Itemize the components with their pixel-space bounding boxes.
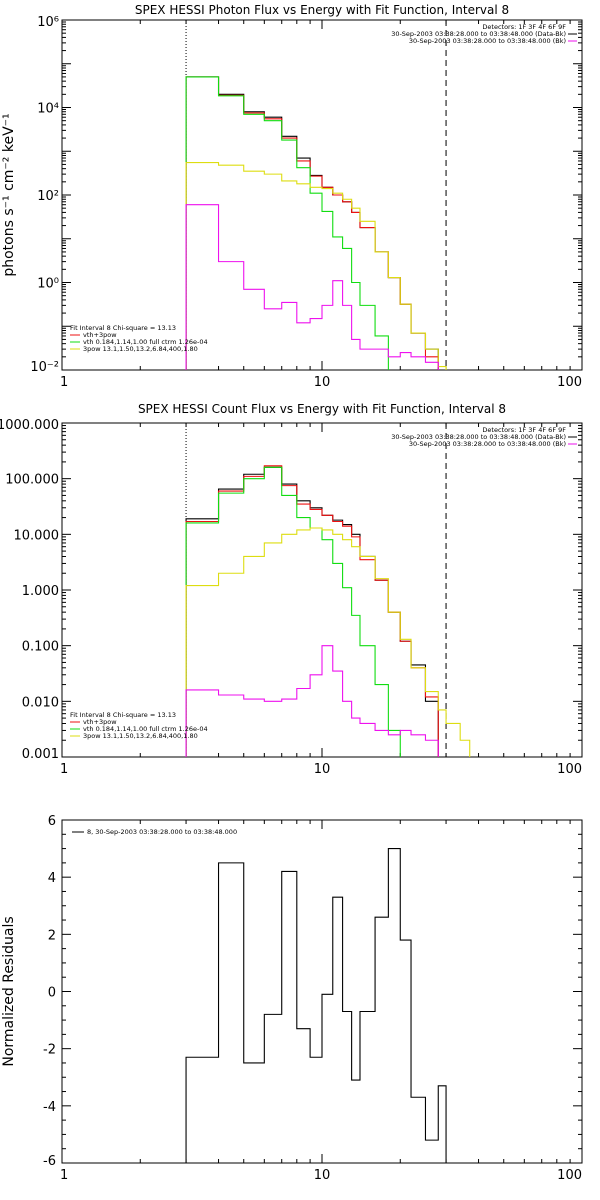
- y-tick-label: 2: [48, 928, 56, 943]
- y-tick-label: 10⁻²: [30, 360, 59, 375]
- x-tick-label: 1: [60, 1168, 68, 1183]
- legend-label: vth 0.184,1.14,1.00 full ctrm 1.26e-04: [83, 338, 208, 346]
- series-group: [185, 76, 447, 370]
- series-line-3pow: [185, 527, 471, 757]
- y-tick-label: 1.000: [22, 584, 59, 599]
- series-group: [185, 848, 447, 1163]
- legend-label: vth+3pow: [83, 331, 117, 339]
- y-tick-label: 100.000: [5, 473, 59, 488]
- series-line-vth: [185, 466, 401, 757]
- series-line-residuals: [185, 848, 447, 1163]
- x-tick-label: 100: [557, 375, 582, 390]
- series-group: [185, 465, 471, 757]
- header-line: 30-Sep-2003 03:38:28.000 to 03:38:48.000…: [409, 37, 566, 45]
- y-tick-label: 0.010: [22, 695, 59, 710]
- series-line-bk: [185, 204, 439, 370]
- x-ticks: [61, 819, 582, 1164]
- y-tick-label: 10²: [37, 189, 59, 204]
- legend-title: Fit Interval 8 Chi-square = 13.13: [70, 711, 176, 719]
- x-tick-label: 1: [60, 762, 68, 777]
- x-tick-label: 10: [314, 375, 331, 390]
- chart-title: SPEX HESSI Count Flux vs Energy with Fit…: [138, 402, 506, 416]
- series-line-vth-3pow: [185, 76, 439, 370]
- header-line: Detectors: 1F 3F 4F 6F 9F: [482, 23, 566, 31]
- x-tick-label: 10: [314, 762, 331, 777]
- x-tick-label: 1: [60, 375, 68, 390]
- series-line-vth-3pow: [185, 465, 439, 757]
- legend-label: 8, 30-Sep-2003 03:38:28.000 to 03:38:48.…: [87, 828, 237, 836]
- x-ticks: [61, 422, 582, 758]
- y-axis-label: photons s⁻¹ cm⁻² keV⁻¹: [1, 113, 17, 276]
- x-tick-label: 10: [314, 1168, 331, 1183]
- plot-frame: [61, 819, 583, 1164]
- y-tick-label: 10.000: [14, 528, 60, 543]
- legend-label: 3pow 13.1,1.50,13.2,6.84,400,1.80: [83, 345, 198, 353]
- plot-frame: [61, 422, 583, 758]
- y-tick-label: 10⁶: [37, 15, 59, 30]
- y-tick-label: 10⁴: [37, 102, 59, 117]
- y-tick-label: 0: [48, 986, 56, 1001]
- legend-label: vth 0.184,1.14,1.00 full ctrm 1.26e-04: [83, 725, 208, 733]
- y-tick-label: 0.001: [22, 747, 59, 762]
- x-tick-label: 100: [557, 762, 582, 777]
- y-tick-label: -6: [43, 1154, 56, 1169]
- header-line: 30-Sep-2003 03:38:28.000 to 03:38:48.000…: [391, 433, 566, 441]
- legend-label: vth+3pow: [83, 718, 117, 726]
- y-tick-label: 1000.000: [0, 418, 59, 433]
- chart-title: SPEX HESSI Photon Flux vs Energy with Fi…: [135, 3, 509, 17]
- header-line: 30-Sep-2003 03:38:28.000 to 03:38:48.000…: [409, 440, 566, 448]
- header-line: 30-Sep-2003 03:38:28.000 to 03:38:48.000…: [391, 30, 566, 38]
- series-line-vth: [185, 76, 389, 370]
- y-tick-label: 0.100: [22, 640, 59, 655]
- y-tick-label: 6: [48, 814, 56, 829]
- series-line-bk: [185, 645, 439, 757]
- y-tick-label: 10⁰: [37, 277, 59, 292]
- y-axis-label: Normalized Residuals: [1, 916, 17, 1066]
- legend-label: 3pow 13.1,1.50,13.2,6.84,400,1.80: [83, 732, 198, 740]
- y-tick-label: -4: [43, 1100, 56, 1115]
- header-line: Detectors: 1F 3F 4F 6F 9F: [482, 426, 566, 434]
- residuals-panel: Normalized Residuals 1 10 100 -6 -4 -2 0 2 4 6 8, 3…: [1, 814, 583, 1183]
- count-flux-panel: SPEX HESSI Count Flux vs Energy with Fit…: [0, 402, 583, 777]
- y-tick-label: -2: [43, 1043, 56, 1058]
- x-tick-label: 100: [557, 1168, 582, 1183]
- y-tick-label: 4: [48, 871, 56, 886]
- series-line-data-bk: [185, 76, 439, 370]
- photon-flux-panel: SPEX HESSI Photon Flux vs Energy with Fi…: [1, 3, 583, 390]
- series-line-3pow: [185, 162, 447, 370]
- x-ticks: [61, 19, 582, 371]
- legend-title: Fit Interval 8 Chi-square = 13.13: [70, 324, 176, 332]
